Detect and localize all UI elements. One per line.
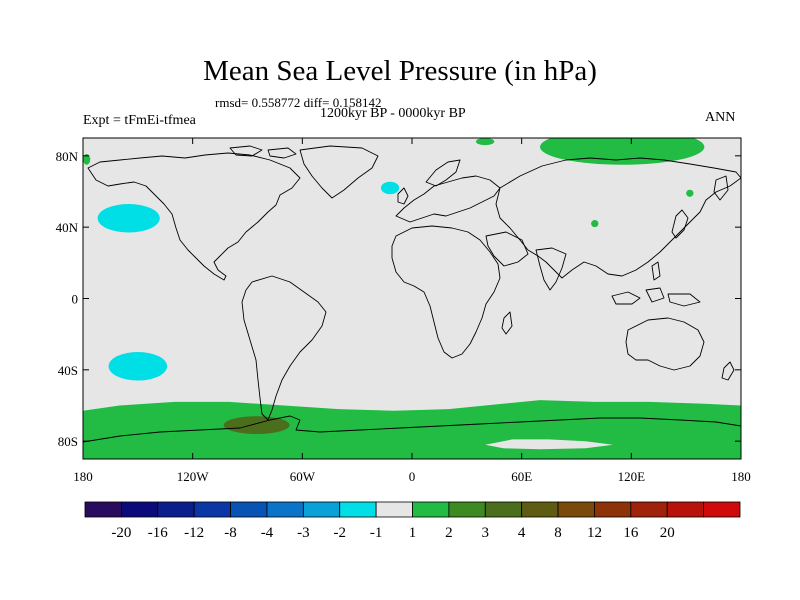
colorbar-swatch <box>448 501 486 518</box>
colorbar-swatch <box>375 501 413 518</box>
experiment-label: Expt = tFmEi-tfmea <box>83 113 196 128</box>
colorbar-swatch <box>266 501 304 518</box>
stats-line: rmsd= 0.558772 diff= 0.158142 <box>215 95 382 110</box>
colorbar-swatch <box>557 501 595 518</box>
colorbar-label: 2 <box>445 525 453 541</box>
colorbar-label: 16 <box>623 525 639 541</box>
lat-label: 0 <box>72 292 79 307</box>
colorbar-swatch <box>630 501 668 518</box>
colorbar-labels: -20 -16 -12 -8 -4 -3 -2 -1 1 2 3 4 8 12 16 20 <box>111 525 674 541</box>
lon-label: 60W <box>290 469 316 484</box>
colorbar-label: 4 <box>518 525 526 541</box>
colorbar-swatch <box>193 501 231 518</box>
colorbar-swatch <box>120 501 159 518</box>
colorbar-label: -4 <box>261 525 274 541</box>
coastlines <box>83 145 741 443</box>
colorbar-label: -12 <box>184 525 204 541</box>
anomaly-fills <box>83 138 741 459</box>
colorbar-label: -2 <box>333 525 346 541</box>
lat-label: 80S <box>58 434 78 449</box>
colorbar-swatch <box>84 501 122 518</box>
lon-label: 120E <box>618 469 646 484</box>
arctic-small-positive-region <box>475 138 495 146</box>
colorbar-label: 1 <box>409 525 417 541</box>
lon-label: 0 <box>409 469 416 484</box>
lon-label: 180 <box>731 469 751 484</box>
colorbar-label: -3 <box>297 525 310 541</box>
longitude-labels: 180 120W 60W 0 60E 120E 180 <box>73 469 751 484</box>
lon-label: 180 <box>73 469 93 484</box>
colorbar-swatch <box>703 501 741 518</box>
colorbar-swatch <box>302 501 341 518</box>
colorbar-swatch <box>594 501 632 518</box>
north-pacific-negative-region <box>97 203 160 233</box>
colorbar <box>84 501 741 518</box>
central-asia-positive-region <box>591 220 599 228</box>
period-line: 1200kyr BP - 0000kyr BP <box>320 106 466 121</box>
lat-label: 40N <box>56 220 79 235</box>
lat-label: 40S <box>58 363 78 378</box>
lon-label: 120W <box>177 469 210 484</box>
west-edge-positive-region <box>83 154 91 165</box>
colorbar-label: -8 <box>224 525 237 541</box>
chart-title: Mean Sea Level Pressure (in hPa) <box>203 55 597 87</box>
south-pacific-negative-region <box>108 352 168 381</box>
colorbar-swatch <box>412 501 450 518</box>
colorbar-label: -20 <box>111 525 131 541</box>
north-atlantic-negative-region <box>380 181 400 195</box>
colorbar-label: 8 <box>554 525 562 541</box>
colorbar-swatch <box>521 501 559 518</box>
colorbar-swatch <box>484 501 523 518</box>
colorbar-label: 20 <box>660 525 675 541</box>
season-label: ANN <box>705 110 736 125</box>
lat-label: 80N <box>56 149 79 164</box>
arctic-siberia-positive-region <box>539 138 705 165</box>
east-antarctica-near-zero-region <box>485 439 614 450</box>
colorbar-label: -1 <box>370 525 383 541</box>
colorbar-swatch <box>157 501 195 518</box>
colorbar-label: 12 <box>587 525 602 541</box>
east-siberia-positive-region <box>686 189 694 197</box>
latitude-labels: 80N 40N 0 40S 80S <box>56 149 79 449</box>
colorbar-swatch <box>230 501 268 518</box>
colorbar-swatch <box>339 501 377 518</box>
lon-label: 60E <box>511 469 532 484</box>
colorbar-swatch <box>666 501 705 518</box>
colorbar-label: 3 <box>482 525 490 541</box>
colorbar-label: -16 <box>148 525 168 541</box>
bellingshausen-positive-region <box>223 416 290 435</box>
axis-ticks <box>82 138 742 459</box>
